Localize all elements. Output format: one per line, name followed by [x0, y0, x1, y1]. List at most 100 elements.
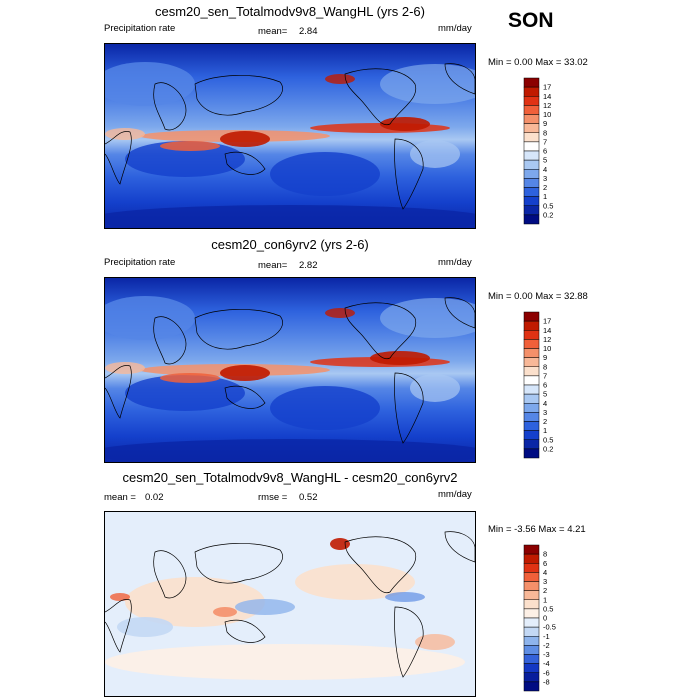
- colorbar-swatch: [523, 663, 540, 673]
- colorbar-swatch: [523, 123, 540, 133]
- colorbar-swatch: [523, 187, 540, 197]
- panel1-colorbar: 17 14 12 10 9 8 7 6 5 4 3 2 1 0.5 0.2: [523, 77, 564, 225]
- colorbar-tick-label: 10: [543, 110, 551, 119]
- panel2-units: mm/day: [438, 257, 472, 268]
- colorbar-swatch: [523, 214, 540, 225]
- colorbar-swatch: [523, 393, 540, 404]
- colorbar-tick-label: 0.5: [543, 201, 553, 210]
- colorbar-swatch: [523, 105, 540, 115]
- panel3-colorbar: 8 6 4 3 2 1 0.5 0 -0.5 -1 -2 -3 -4 -6 -8: [523, 544, 564, 692]
- colorbar-tick-label: 7: [543, 371, 547, 380]
- panel2-map: [104, 277, 476, 463]
- colorbar-swatch: [523, 553, 540, 564]
- colorbar-tick-label: 12: [543, 335, 551, 344]
- colorbar-swatch: [523, 617, 540, 628]
- colorbar-swatch: [523, 169, 540, 179]
- colorbar-swatch: [523, 544, 540, 555]
- colorbar-swatch: [523, 348, 540, 358]
- colorbar-swatch: [523, 150, 540, 161]
- colorbar-tick-label: 12: [543, 101, 551, 110]
- colorbar-swatch: [523, 590, 540, 600]
- panel3-units: mm/day: [438, 489, 472, 500]
- colorbar-swatch: [523, 366, 540, 377]
- colorbar-tick-label: 8: [543, 362, 547, 371]
- colorbar-swatch: [523, 311, 540, 322]
- colorbar-swatch: [523, 672, 540, 683]
- colorbar-tick-label: 4: [543, 568, 547, 577]
- colorbar-tick-label: 10: [543, 344, 551, 353]
- colorbar-swatch: [523, 357, 540, 367]
- colorbar-swatch: [523, 654, 540, 664]
- panel3-title: cesm20_sen_Totalmodv9v8_WangHL - cesm20_…: [122, 470, 458, 485]
- panel1-mean-value: 2.84: [299, 26, 318, 37]
- colorbar-swatch: [523, 384, 540, 395]
- colorbar-tick-label: 5: [543, 156, 547, 165]
- colorbar-tick-label: 1: [543, 595, 547, 604]
- season-label: SON: [508, 9, 554, 32]
- colorbar-tick-label: 6: [543, 559, 547, 568]
- panel3-rmse-value: 0.52: [299, 492, 318, 503]
- panel1-precip-field: [105, 44, 475, 228]
- panel2-title: cesm20_con6yrv2 (yrs 2-6): [211, 237, 369, 252]
- colorbar-tick-label: 4: [543, 165, 547, 174]
- colorbar-tick-label: 1: [543, 426, 547, 435]
- colorbar-tick-label: 3: [543, 577, 547, 586]
- colorbar-tick-label: 4: [543, 399, 547, 408]
- colorbar-swatch: [523, 439, 540, 450]
- colorbar-tick-label: 0.2: [543, 444, 553, 453]
- colorbar-swatch: [523, 96, 540, 106]
- panel1-mean-label: mean=: [258, 26, 288, 37]
- colorbar-tick-label: 2: [543, 417, 547, 426]
- colorbar-tick-label: 0.5: [543, 435, 553, 444]
- colorbar-swatch: [523, 430, 540, 440]
- colorbar-tick-label: -1: [543, 632, 550, 641]
- colorbar-swatch: [523, 77, 540, 88]
- colorbar-swatch: [523, 330, 540, 340]
- panel3-mean-label: mean =: [104, 492, 136, 503]
- panel3-map: [104, 511, 476, 697]
- panel3-mean-value: 0.02: [145, 492, 164, 503]
- colorbar-tick-label: 5: [543, 390, 547, 399]
- colorbar-tick-label: 17: [543, 317, 551, 326]
- colorbar-swatch: [523, 572, 540, 582]
- colorbar-tick-label: -6: [543, 668, 550, 677]
- colorbar-swatch: [523, 636, 540, 646]
- colorbar-swatch: [523, 403, 540, 413]
- colorbar-tick-label: -8: [543, 677, 550, 686]
- panel2-precip-field: [105, 278, 475, 462]
- colorbar-tick-label: 9: [543, 353, 547, 362]
- colorbar-swatch: [523, 608, 540, 619]
- colorbar-swatch: [523, 339, 540, 349]
- colorbar-swatch: [523, 421, 540, 431]
- colorbar-tick-label: 7: [543, 137, 547, 146]
- colorbar-tick-label: 6: [543, 381, 547, 390]
- colorbar-swatch: [523, 205, 540, 216]
- colorbar-tick-label: -2: [543, 641, 550, 650]
- colorbar-swatch: [523, 159, 540, 170]
- panel1-units: mm/day: [438, 23, 472, 34]
- colorbar-swatch: [523, 448, 540, 459]
- panel3-minmax: Min = -3.56 Max = 4.21: [488, 524, 586, 535]
- colorbar-tick-label: 3: [543, 408, 547, 417]
- colorbar-swatch: [523, 645, 540, 655]
- colorbar-tick-label: -4: [543, 659, 550, 668]
- colorbar-swatch: [523, 178, 540, 188]
- colorbar-tick-label: 2: [543, 183, 547, 192]
- colorbar-swatch: [523, 196, 540, 206]
- panel2-variable-label: Precipitation rate: [104, 257, 176, 268]
- colorbar-tick-label: -3: [543, 650, 550, 659]
- colorbar-tick-label: 0: [543, 614, 547, 623]
- colorbar-tick-label: 0.5: [543, 604, 553, 613]
- colorbar-tick-label: 2: [543, 586, 547, 595]
- colorbar-swatch: [523, 681, 540, 692]
- panel2-colorbar: 17 14 12 10 9 8 7 6 5 4 3 2 1 0.5 0.2: [523, 311, 564, 459]
- colorbar-swatch: [523, 412, 540, 422]
- colorbar-tick-label: 8: [543, 128, 547, 137]
- colorbar-tick-label: 8: [543, 550, 547, 559]
- panel1-map: [104, 43, 476, 229]
- colorbar-swatch: [523, 599, 540, 610]
- colorbar-swatch: [523, 132, 540, 143]
